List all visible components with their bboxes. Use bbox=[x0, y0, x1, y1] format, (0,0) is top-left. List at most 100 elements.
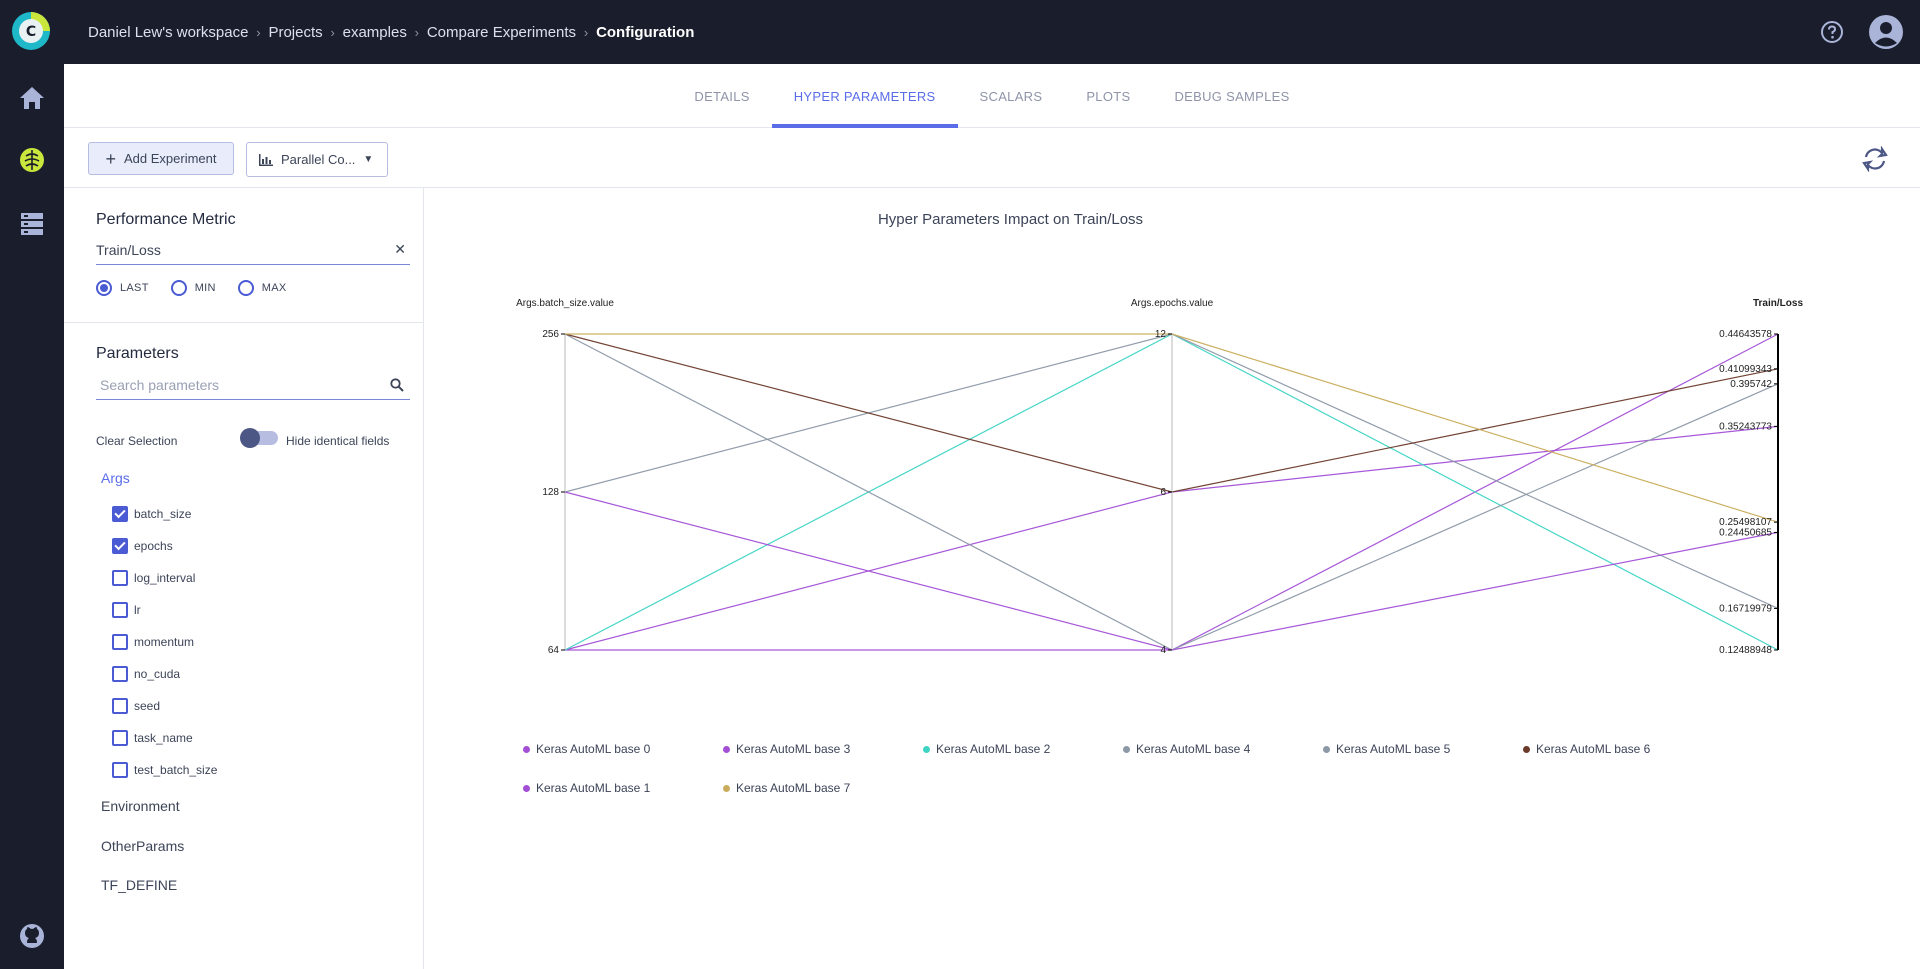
tick-label: 12 bbox=[1155, 329, 1167, 340]
breadcrumb-workspace[interactable]: Daniel Lew's workspace bbox=[88, 23, 249, 41]
checkbox-icon bbox=[112, 634, 128, 650]
top-bar: Daniel Lew's workspace › Projects › exam… bbox=[64, 0, 1920, 64]
tick-label: 0.16719979 bbox=[1719, 603, 1772, 614]
tick-label: 0.41099343 bbox=[1719, 364, 1772, 375]
param-test-batch-size[interactable]: test_batch_size bbox=[112, 762, 217, 778]
caret-down-icon: ▼ bbox=[363, 154, 374, 165]
close-icon[interactable]: ✕ bbox=[394, 241, 406, 257]
search-icon[interactable] bbox=[390, 378, 404, 392]
tab-hyper-parameters[interactable]: HYPER PARAMETERS bbox=[771, 64, 958, 128]
home-icon bbox=[20, 87, 44, 109]
legend-item[interactable]: Keras AutoML base 4 bbox=[1123, 742, 1250, 756]
legend-label: Keras AutoML base 5 bbox=[1336, 742, 1451, 756]
legend-item[interactable]: Keras AutoML base 7 bbox=[723, 781, 850, 795]
parallel-coordinates-chart: Hyper Parameters Impact on Train/Loss Ar… bbox=[425, 188, 1920, 969]
param-no-cuda[interactable]: no_cuda bbox=[112, 666, 180, 682]
metric-value: Train/Loss bbox=[96, 242, 161, 258]
bar-chart-icon bbox=[259, 153, 273, 166]
param-lr[interactable]: lr bbox=[112, 602, 141, 618]
add-experiment-button[interactable]: + Add Experiment bbox=[88, 142, 234, 175]
param-momentum[interactable]: momentum bbox=[112, 634, 194, 650]
param-task-name[interactable]: task_name bbox=[112, 730, 193, 746]
param-seed[interactable]: seed bbox=[112, 698, 160, 714]
hide-identical-toggle[interactable] bbox=[240, 428, 278, 448]
add-experiment-label: Add Experiment bbox=[124, 151, 217, 166]
legend-item[interactable]: Keras AutoML base 1 bbox=[523, 781, 650, 795]
radio-max-label: MAX bbox=[261, 282, 287, 294]
home-nav-button[interactable] bbox=[14, 80, 50, 116]
checkbox-checked-icon bbox=[112, 506, 128, 522]
experiments-nav-button[interactable] bbox=[14, 142, 50, 178]
github-icon[interactable] bbox=[18, 922, 46, 950]
search-field bbox=[96, 372, 410, 400]
param-label: batch_size bbox=[134, 507, 192, 521]
legend-label: Keras AutoML base 4 bbox=[1136, 742, 1251, 756]
legend-item[interactable]: Keras AutoML base 0 bbox=[523, 742, 650, 756]
param-label: task_name bbox=[134, 731, 193, 745]
left-nav-rail: C bbox=[0, 0, 64, 969]
param-epochs[interactable]: epochs bbox=[112, 538, 173, 554]
parallel-coordinates-plot[interactable]: Args.batch_size.value25612864Args.epochs… bbox=[425, 188, 1920, 728]
axis-label: Args.epochs.value bbox=[1131, 298, 1214, 309]
breadcrumb-projects[interactable]: Projects bbox=[268, 23, 323, 41]
legend-item[interactable]: Keras AutoML base 5 bbox=[1323, 742, 1450, 756]
group-tf-define[interactable]: TF_DEFINE bbox=[101, 877, 178, 893]
tab-details[interactable]: DETAILS bbox=[694, 88, 750, 104]
param-label: momentum bbox=[134, 635, 195, 649]
legend-item[interactable]: Keras AutoML base 6 bbox=[1523, 742, 1650, 756]
chevron-right-icon: › bbox=[330, 24, 335, 40]
checkbox-icon bbox=[112, 570, 128, 586]
tab-plots[interactable]: PLOTS bbox=[1086, 88, 1131, 104]
radio-max[interactable]: MAX bbox=[237, 280, 287, 296]
user-avatar-icon[interactable] bbox=[1868, 14, 1904, 50]
toolbar: + Add Experiment Parallel Co... ▼ bbox=[64, 128, 1920, 188]
legend-swatch bbox=[923, 745, 930, 753]
radio-last-label: LAST bbox=[120, 282, 149, 294]
tick-label: 64 bbox=[548, 645, 560, 656]
metric-value-type: LAST MIN MAX bbox=[96, 280, 287, 296]
help-icon[interactable] bbox=[1820, 20, 1844, 44]
param-label: epochs bbox=[134, 539, 173, 553]
tick-label: 256 bbox=[542, 329, 559, 340]
checkbox-icon bbox=[112, 666, 128, 682]
legend-swatch bbox=[1523, 745, 1530, 753]
tab-debug-samples[interactable]: DEBUG SAMPLES bbox=[1174, 88, 1290, 104]
legend-label: Keras AutoML base 2 bbox=[936, 742, 1051, 756]
refresh-icon[interactable] bbox=[1862, 146, 1888, 172]
tick-label: 0.35243773 bbox=[1719, 421, 1772, 432]
clear-selection-button[interactable]: Clear Selection bbox=[96, 434, 178, 448]
checkbox-checked-icon bbox=[112, 538, 128, 554]
clearml-logo-icon[interactable]: C bbox=[10, 10, 52, 52]
param-batch-size[interactable]: batch_size bbox=[112, 506, 191, 522]
datasets-nav-button[interactable] bbox=[14, 206, 50, 242]
breadcrumb-compare[interactable]: Compare Experiments bbox=[426, 23, 577, 41]
search-input[interactable] bbox=[96, 372, 376, 398]
legend-swatch bbox=[723, 745, 730, 753]
tick-label: 0.12488948 bbox=[1719, 645, 1772, 656]
chart-title: Hyper Parameters Impact on Train/Loss bbox=[877, 211, 1144, 228]
group-environment[interactable]: Environment bbox=[101, 798, 180, 814]
legend-label: Keras AutoML base 7 bbox=[736, 781, 851, 795]
toggle-knob bbox=[240, 428, 260, 448]
tick-label: 6 bbox=[1160, 487, 1166, 498]
legend-swatch bbox=[723, 784, 730, 792]
group-args[interactable]: Args bbox=[101, 470, 130, 486]
metric-select[interactable]: Train/Loss ✕ bbox=[96, 239, 410, 265]
legend-item[interactable]: Keras AutoML base 2 bbox=[923, 742, 1050, 756]
radio-min[interactable]: MIN bbox=[170, 280, 216, 296]
divider bbox=[64, 322, 424, 323]
legend-swatch bbox=[1123, 745, 1130, 753]
radio-dot-icon bbox=[170, 280, 187, 296]
group-otherparams[interactable]: OtherParams bbox=[101, 838, 185, 854]
tab-scalars[interactable]: SCALARS bbox=[979, 88, 1043, 104]
checkbox-icon bbox=[112, 698, 128, 714]
view-mode-select[interactable]: Parallel Co... ▼ bbox=[246, 142, 388, 177]
legend-label: Keras AutoML base 3 bbox=[736, 742, 851, 756]
param-log-interval[interactable]: log_interval bbox=[112, 570, 195, 586]
tick-label: 128 bbox=[542, 487, 559, 498]
radio-last[interactable]: LAST bbox=[96, 280, 149, 296]
param-label: lr bbox=[134, 603, 141, 617]
plus-icon: + bbox=[105, 148, 116, 169]
legend-item[interactable]: Keras AutoML base 3 bbox=[723, 742, 850, 756]
breadcrumb-project[interactable]: examples bbox=[342, 23, 407, 41]
